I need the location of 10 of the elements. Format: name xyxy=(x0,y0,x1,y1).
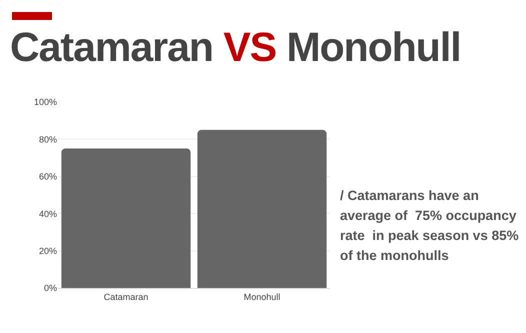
y-tick-label: 100% xyxy=(34,97,57,108)
text: / Catamarans have an average of 75% occupancy rate in peak season vs 85% of the monohulls xyxy=(340,187,520,265)
y-tick-label: 60% xyxy=(38,172,57,182)
x-tick-label: Monohull xyxy=(244,292,280,302)
y-tick-label: 80% xyxy=(38,134,57,144)
y-tick-label: 20% xyxy=(38,246,57,256)
y-tick-label: 40% xyxy=(38,208,57,219)
x-tick-label: Catamaran xyxy=(104,292,148,302)
chart-title: Catamaran VS Monohull xyxy=(10,24,461,70)
y-tick-label: 0% xyxy=(44,283,57,294)
